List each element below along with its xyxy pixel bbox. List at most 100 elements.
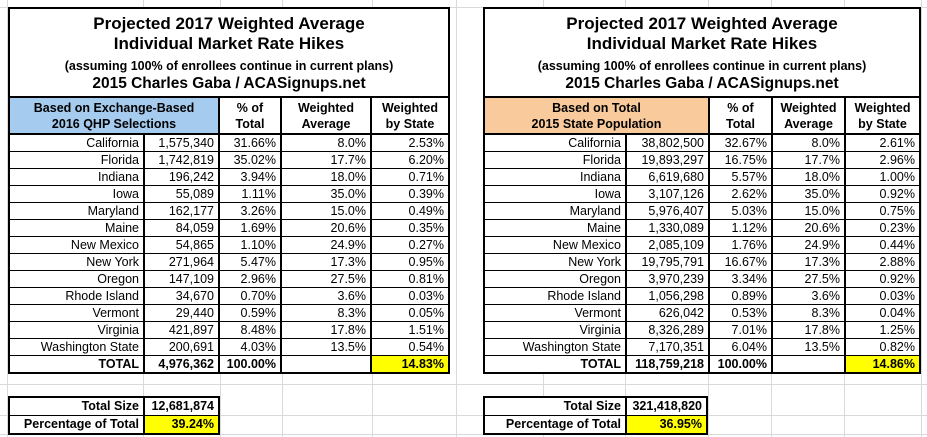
group-header-cell: Based on Exchange-Based 2016 QHP Selecti… [10, 98, 218, 134]
pct-of-total-cell: 1.10% [220, 237, 280, 253]
gridline [0, 7, 927, 8]
total-weighted-average-cell [773, 356, 844, 372]
column-header-cell: % of Total [710, 98, 771, 134]
data-grid: Based on Total 2015 State Population% of… [485, 98, 919, 372]
weighted-by-state-cell: 1.00% [846, 169, 919, 185]
weighted-average-cell: 17.8% [773, 322, 844, 338]
total-size-label: Total Size [10, 398, 143, 415]
weighted-by-state-cell: 1.51% [372, 322, 448, 338]
pct-of-total-cell: 3.34% [710, 271, 771, 287]
state-cell: New York [10, 254, 143, 270]
total-size-value: 321,418,820 [627, 398, 706, 415]
total-label-cell: TOTAL [485, 356, 625, 372]
table-title-block: Projected 2017 Weighted Average Individu… [10, 9, 448, 98]
pct-of-total-cell: 3.94% [220, 169, 280, 185]
value-cell: 2,085,109 [627, 237, 708, 253]
total-value-cell: 4,976,362 [145, 356, 218, 372]
state-cell: Vermont [485, 305, 625, 321]
state-cell: Maine [485, 220, 625, 236]
total-size-value: 12,681,874 [145, 398, 218, 415]
weighted-by-state-cell: 0.71% [372, 169, 448, 185]
weighted-by-state-cell: 0.75% [846, 203, 919, 219]
weighted-average-cell: 8.3% [282, 305, 370, 321]
value-cell: 196,242 [145, 169, 218, 185]
rate-table-state-population: Projected 2017 Weighted Average Individu… [483, 7, 921, 374]
state-cell: Maryland [485, 203, 625, 219]
weighted-by-state-cell: 0.35% [372, 220, 448, 236]
column-header-cell: Weighted Average [773, 98, 844, 134]
value-cell: 3,970,239 [627, 271, 708, 287]
pct-of-total-cell: 7.01% [710, 322, 771, 338]
value-cell: 29,440 [145, 305, 218, 321]
pct-of-total-cell: 6.04% [710, 339, 771, 355]
pct-of-total-cell: 0.70% [220, 288, 280, 304]
weighted-average-cell: 27.5% [773, 271, 844, 287]
pct-of-total-cell: 1.76% [710, 237, 771, 253]
weighted-average-cell: 35.0% [282, 186, 370, 202]
pct-of-total-cell: 4.03% [220, 339, 280, 355]
table-title-line2: Individual Market Rate Hikes [586, 34, 818, 53]
value-cell: 626,042 [627, 305, 708, 321]
weighted-by-state-cell: 0.27% [372, 237, 448, 253]
pct-of-total-cell: 16.67% [710, 254, 771, 270]
weighted-average-cell: 17.8% [282, 322, 370, 338]
table-title-line1: Projected 2017 Weighted Average [566, 14, 838, 33]
value-cell: 38,802,500 [627, 135, 708, 151]
value-cell: 54,865 [145, 237, 218, 253]
value-cell: 3,107,126 [627, 186, 708, 202]
value-cell: 19,795,791 [627, 254, 708, 270]
weighted-by-state-cell: 1.25% [846, 322, 919, 338]
weighted-average-cell: 15.0% [773, 203, 844, 219]
weighted-average-cell: 18.0% [282, 169, 370, 185]
weighted-average-cell: 15.0% [282, 203, 370, 219]
weighted-average-cell: 35.0% [773, 186, 844, 202]
value-cell: 6,619,680 [627, 169, 708, 185]
state-cell: Virginia [485, 322, 625, 338]
state-cell: Indiana [485, 169, 625, 185]
pct-of-total-cell: 32.67% [710, 135, 771, 151]
state-cell: Rhode Island [10, 288, 143, 304]
pct-of-total-cell: 0.53% [710, 305, 771, 321]
table-subtitle: (assuming 100% of enrollees continue in … [64, 59, 394, 73]
value-cell: 1,056,298 [627, 288, 708, 304]
gridline [456, 0, 457, 437]
weighted-by-state-cell: 0.03% [846, 288, 919, 304]
column-header-cell: Weighted by State [372, 98, 448, 134]
pct-of-total-cell: 1.11% [220, 186, 280, 202]
state-cell: Florida [485, 152, 625, 168]
pct-of-total-cell: 2.62% [710, 186, 771, 202]
pct-of-total-cell: 5.47% [220, 254, 280, 270]
weighted-by-state-cell: 0.44% [846, 237, 919, 253]
pct-of-total-cell: 31.66% [220, 135, 280, 151]
weighted-by-state-cell: 0.03% [372, 288, 448, 304]
weighted-average-cell: 8.3% [773, 305, 844, 321]
value-cell: 200,691 [145, 339, 218, 355]
state-cell: New York [485, 254, 625, 270]
weighted-average-cell: 27.5% [282, 271, 370, 287]
weighted-by-state-cell: 2.96% [846, 152, 919, 168]
weighted-by-state-cell: 2.88% [846, 254, 919, 270]
table-attribution: 2015 Charles Gaba / ACASignups.net [92, 75, 366, 92]
gridline [921, 0, 922, 437]
weighted-by-state-cell: 0.05% [372, 305, 448, 321]
rate-table-exchange-based: Projected 2017 Weighted Average Individu… [8, 7, 450, 374]
state-cell: Rhode Island [485, 288, 625, 304]
state-cell: Washington State [485, 339, 625, 355]
summary-block-exchange-based: Total Size 12,681,874 Percentage of Tota… [8, 396, 220, 435]
column-header-cell: Weighted Average [282, 98, 370, 134]
total-weighted-by-state-cell: 14.86% [846, 356, 919, 372]
value-cell: 147,109 [145, 271, 218, 287]
table-subtitle: (assuming 100% of enrollees continue in … [537, 59, 867, 73]
table-attribution: 2015 Charles Gaba / ACASignups.net [565, 75, 839, 92]
weighted-by-state-cell: 0.82% [846, 339, 919, 355]
value-cell: 5,976,407 [627, 203, 708, 219]
weighted-by-state-cell: 6.20% [372, 152, 448, 168]
pct-of-total-cell: 0.59% [220, 305, 280, 321]
total-weighted-average-cell [282, 356, 370, 372]
state-cell: Oregon [10, 271, 143, 287]
weighted-by-state-cell: 0.49% [372, 203, 448, 219]
value-cell: 84,059 [145, 220, 218, 236]
value-cell: 162,177 [145, 203, 218, 219]
column-header-cell: % of Total [220, 98, 280, 134]
percentage-of-total-value: 39.24% [145, 416, 218, 433]
